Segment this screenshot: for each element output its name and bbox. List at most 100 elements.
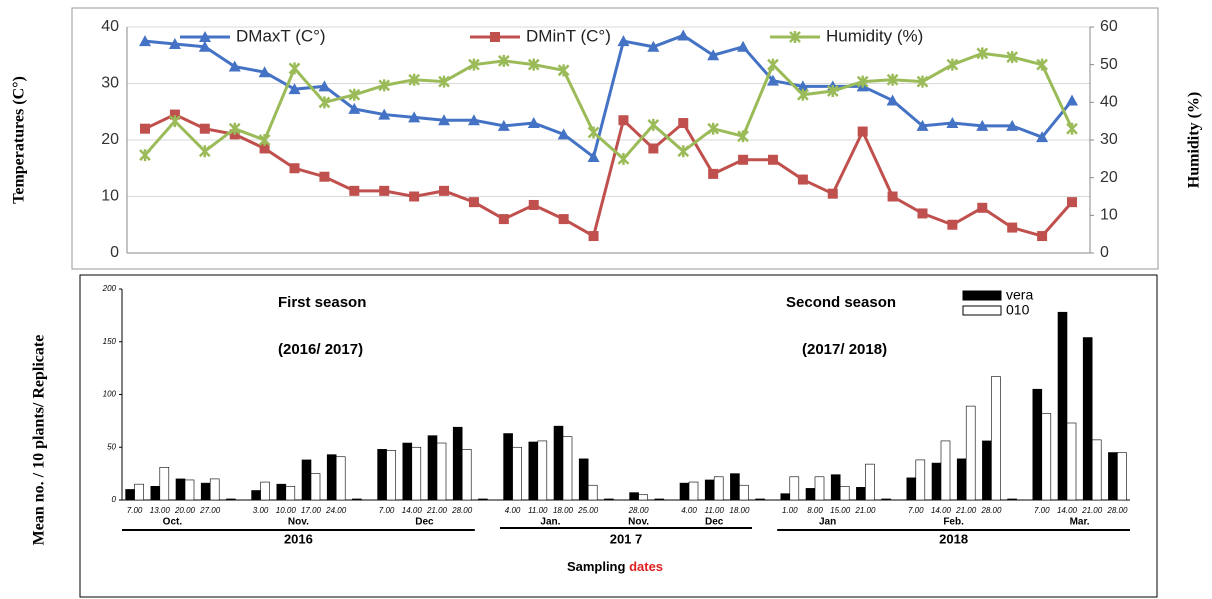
legend-label: Humidity (%) xyxy=(826,26,923,45)
month-label: Mar. xyxy=(1070,517,1090,528)
marker xyxy=(648,143,659,154)
marker xyxy=(587,126,600,139)
bar xyxy=(310,473,321,501)
marker xyxy=(916,119,929,131)
marker xyxy=(558,214,569,225)
bar xyxy=(251,490,261,501)
y-tick-label: 0 xyxy=(110,244,119,261)
marker xyxy=(1007,222,1018,233)
bar xyxy=(553,425,564,501)
y-tick-label: 150 xyxy=(103,337,117,346)
bar xyxy=(704,479,715,501)
marker xyxy=(198,40,211,52)
y-axis-title: Mean no. / 10 plants/ Replicate xyxy=(31,335,48,546)
bar xyxy=(285,485,296,501)
bar xyxy=(427,435,438,501)
bar xyxy=(260,481,270,501)
bar xyxy=(276,483,287,501)
x-tick-label: 25.00 xyxy=(577,506,599,515)
bar xyxy=(1032,388,1043,501)
marker xyxy=(348,88,361,101)
legend-marker xyxy=(490,32,500,42)
x-tick-label: 4.00 xyxy=(681,506,697,515)
marker xyxy=(1036,131,1049,143)
legend-marker xyxy=(789,31,801,43)
bar xyxy=(226,498,236,501)
marker xyxy=(198,145,211,158)
marker xyxy=(707,49,720,61)
marker xyxy=(796,88,809,101)
legend-label: DMaxT (C°) xyxy=(236,26,326,45)
y2-tick-label: 30 xyxy=(1100,131,1118,148)
marker xyxy=(467,114,480,126)
marker xyxy=(139,149,151,162)
x-tick-label: 14.00 xyxy=(931,506,952,515)
x-axis-title-main: Sampling xyxy=(567,559,626,574)
marker xyxy=(946,58,959,71)
bar xyxy=(881,498,891,501)
x-tick-label: 7.00 xyxy=(379,506,395,515)
x-tick-label: 20.00 xyxy=(174,506,196,515)
marker xyxy=(228,60,241,72)
bar xyxy=(730,473,740,501)
x-tick-label: 28.00 xyxy=(451,506,473,515)
x-tick-label: 15.00 xyxy=(830,506,851,515)
bar xyxy=(461,449,472,501)
bar xyxy=(1091,439,1102,501)
x-tick-label: 18.00 xyxy=(553,506,574,515)
top-frame xyxy=(71,7,1159,270)
bar xyxy=(965,405,976,501)
bar xyxy=(915,459,926,501)
bar xyxy=(200,482,211,501)
bar xyxy=(159,466,170,501)
x-axis-title: Sampling dates xyxy=(567,559,663,574)
bar xyxy=(1108,452,1118,501)
bar xyxy=(1057,311,1068,501)
y2-axis-title: Humidity (%) xyxy=(1186,92,1203,188)
x-tick-label: 18.00 xyxy=(729,506,750,515)
legend-label: 010 xyxy=(1006,302,1030,318)
x-tick-label: 24.00 xyxy=(325,506,347,515)
marker xyxy=(947,219,958,230)
y-tick-label: 40 xyxy=(101,18,119,35)
marker xyxy=(767,154,778,165)
x-tick-label: 21.00 xyxy=(1081,506,1103,515)
annotation: (2017/ 2018) xyxy=(802,341,887,358)
x-tick-label: 28.00 xyxy=(980,506,1002,515)
marker xyxy=(677,29,690,41)
marker xyxy=(976,119,989,131)
marker xyxy=(1066,122,1078,135)
bar xyxy=(503,433,513,501)
marker xyxy=(527,58,540,71)
bar xyxy=(150,485,161,501)
marker xyxy=(796,80,809,92)
x-tick-label: 7.00 xyxy=(1034,506,1050,515)
annotation: Second season xyxy=(786,294,896,311)
y2-tick-label: 40 xyxy=(1100,94,1118,111)
x-tick-label: 28.00 xyxy=(1106,506,1128,515)
month-label: Nov. xyxy=(288,517,309,528)
bar xyxy=(865,463,875,501)
marker xyxy=(228,122,241,135)
marker xyxy=(139,35,151,47)
bar xyxy=(377,449,387,501)
marker xyxy=(587,150,600,162)
marker xyxy=(438,75,450,88)
marker xyxy=(588,231,599,242)
x-axis-title-highlight: dates xyxy=(629,559,663,574)
marker xyxy=(140,123,150,134)
x-tick-label: 13.00 xyxy=(150,506,171,515)
bar xyxy=(335,456,346,501)
marker xyxy=(169,109,180,120)
x-tick-label: 21.00 xyxy=(955,506,977,515)
marker xyxy=(169,115,181,128)
bar xyxy=(739,484,749,501)
x-tick-label: 14.00 xyxy=(1057,506,1078,515)
annotation: First season xyxy=(278,294,366,311)
marker xyxy=(557,128,570,140)
marker xyxy=(319,171,330,182)
y-tick-label: 0 xyxy=(112,495,117,504)
bar xyxy=(830,474,841,501)
marker xyxy=(438,114,451,126)
marker xyxy=(677,145,690,158)
